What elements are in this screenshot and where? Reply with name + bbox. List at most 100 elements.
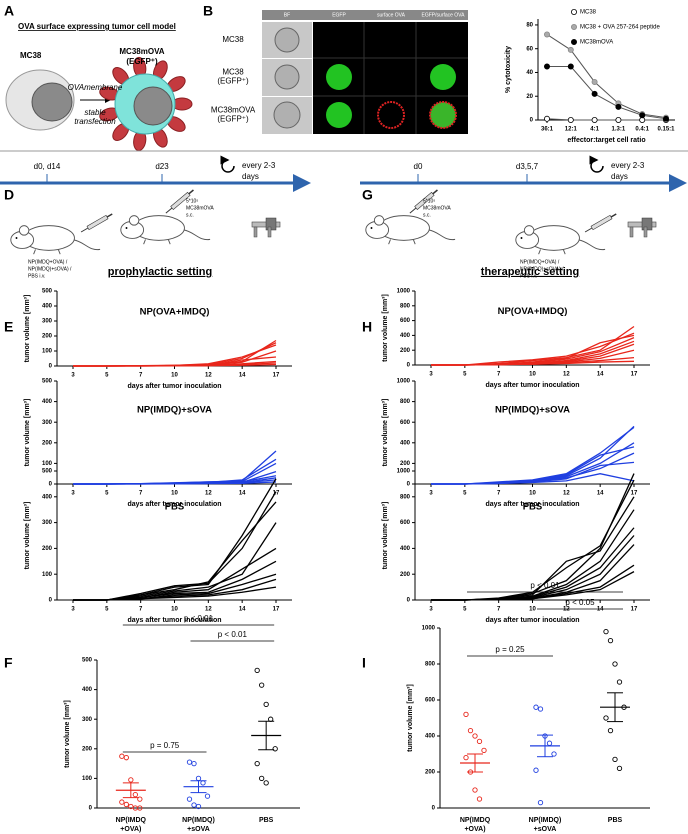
y-axis-label: tumor volume [mm³]	[24, 399, 31, 467]
label: (EGFP⁺)	[217, 115, 249, 124]
y-tick-label: 500	[42, 289, 53, 295]
y-tick-label: 200	[425, 770, 436, 776]
x-tick-label: 5	[463, 372, 467, 378]
data-point	[137, 805, 143, 811]
y-tick-label: 20	[526, 94, 533, 100]
y-tick-label: 600	[425, 698, 436, 704]
y-axis-label: tumor volume [mm³]	[382, 502, 389, 570]
y-tick-label: 400	[400, 546, 411, 552]
y-tick-label: 40	[526, 70, 533, 76]
label: B	[203, 3, 213, 19]
x-tick-label: 4:1	[590, 127, 599, 133]
y-tick-label: 80	[526, 23, 533, 29]
data-point	[544, 115, 551, 122]
series-line	[73, 363, 277, 367]
x-tick-label: 12	[205, 607, 212, 613]
y-tick-label: 1000	[422, 626, 436, 632]
x-tick-label: 12	[563, 372, 570, 378]
label: OVAmembrane	[68, 83, 123, 92]
data-point	[533, 767, 539, 773]
label: NP(IMDQ)+sOVA) /	[520, 266, 564, 272]
x-tick-label: 12	[563, 607, 570, 613]
data-point	[186, 759, 193, 765]
x-tick-label: 17	[273, 607, 280, 613]
x-tick-label: 14	[239, 491, 246, 497]
x-tick-label: 10	[171, 373, 178, 379]
p-value: p < 0.01	[530, 581, 560, 590]
data-point	[272, 746, 278, 752]
label: therapeutic setting	[481, 266, 579, 278]
y-tick-label: 0	[49, 598, 53, 604]
data-point	[591, 78, 598, 85]
label: A	[4, 3, 14, 19]
x-tick-label: 3	[429, 491, 433, 497]
series-line	[546, 118, 666, 121]
x-tick-label: 5	[463, 607, 467, 613]
label: BF	[284, 12, 290, 18]
y-tick-label: 800	[425, 662, 436, 668]
x-tick-label: 5	[463, 491, 467, 497]
data-point	[254, 667, 260, 674]
y-tick-label: 300	[82, 717, 93, 723]
series-line	[73, 339, 277, 367]
y-tick-label: 600	[400, 420, 411, 426]
data-point	[476, 738, 483, 745]
x-tick-label: NP(IMDQ	[116, 817, 147, 824]
x-tick-label: 10	[529, 491, 536, 497]
data-point	[204, 793, 211, 799]
data-point	[254, 760, 260, 767]
legend-marker	[571, 8, 578, 15]
label: 5*10⁵	[186, 198, 198, 204]
data-point	[546, 740, 553, 746]
legend-label: MC38 + OVA 257-264 peptide	[580, 25, 660, 31]
y-tick-label: 0	[407, 598, 411, 604]
label: MC38mOVA	[423, 205, 451, 211]
y-tick-label: 200	[82, 746, 93, 752]
y-tick-label: 800	[400, 494, 411, 500]
label: PBS i.v.	[520, 273, 537, 279]
y-tick-label: 100	[42, 461, 53, 467]
y-tick-label: 800	[400, 303, 411, 309]
x-tick-label: 36:1	[541, 127, 554, 133]
x-tick-label: 3	[429, 372, 433, 378]
label: days	[611, 172, 628, 181]
y-axis-label: tumor volume [mm³]	[24, 502, 31, 570]
series-line	[73, 478, 277, 601]
label: days	[242, 172, 259, 181]
data-point	[195, 775, 202, 782]
y-tick-label: 500	[42, 379, 53, 385]
y-tick-label: 100	[82, 776, 93, 782]
data-point	[137, 796, 143, 802]
data-point	[639, 112, 646, 119]
data-point	[616, 679, 623, 685]
data-point	[544, 63, 551, 70]
data-point	[467, 727, 474, 734]
p-value: p < 0.05	[565, 598, 595, 607]
x-axis-label: days after tumor inoculation	[485, 501, 579, 508]
label: NP(IMDQ+OVA) /	[28, 259, 68, 265]
y-tick-label: 60	[526, 46, 533, 52]
y-axis-label: tumor volume [mm³]	[382, 294, 389, 362]
x-tick-label: 17	[631, 491, 638, 497]
data-point	[544, 31, 551, 38]
microscopy-grid	[262, 10, 468, 134]
data-point	[119, 799, 125, 805]
data-point	[612, 756, 618, 763]
x-tick-label: 14	[239, 373, 246, 379]
label: s.c.	[423, 212, 431, 218]
data-point	[591, 90, 598, 97]
x-tick-label: 10	[529, 372, 536, 378]
x-axis-label: days after tumor inoculation	[485, 617, 579, 624]
label: (EGFP⁺)	[126, 57, 158, 66]
y-tick-label: 200	[42, 440, 53, 446]
y-tick-label: 0	[49, 482, 53, 488]
label: MC38	[222, 68, 244, 77]
data-point	[263, 780, 269, 786]
label: MC38	[20, 51, 42, 60]
label: MC38mOVA	[211, 106, 256, 115]
x-tick-label: 10	[171, 607, 178, 613]
label: H	[362, 319, 372, 335]
data-point	[463, 711, 469, 718]
label: (EGFP⁺)	[217, 77, 249, 86]
data-point	[616, 765, 623, 772]
